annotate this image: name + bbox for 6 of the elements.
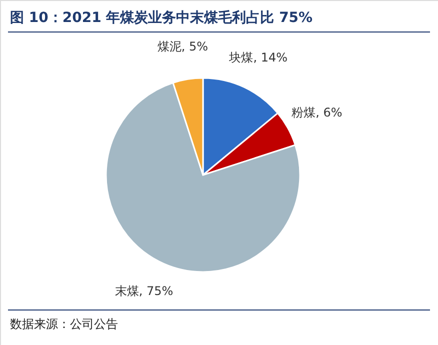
chart-title: 图 10：2021 年煤炭业务中末煤毛利占比 75% [10, 9, 313, 26]
source-note: 数据来源：公司公告 [10, 317, 118, 331]
slice-label: 煤泥, 5% [157, 40, 208, 54]
slice-label: 粉煤, 6% [292, 105, 342, 120]
slice-label: 末煤, 75% [114, 284, 174, 298]
slice-label: 块煤, 14% [228, 50, 288, 64]
